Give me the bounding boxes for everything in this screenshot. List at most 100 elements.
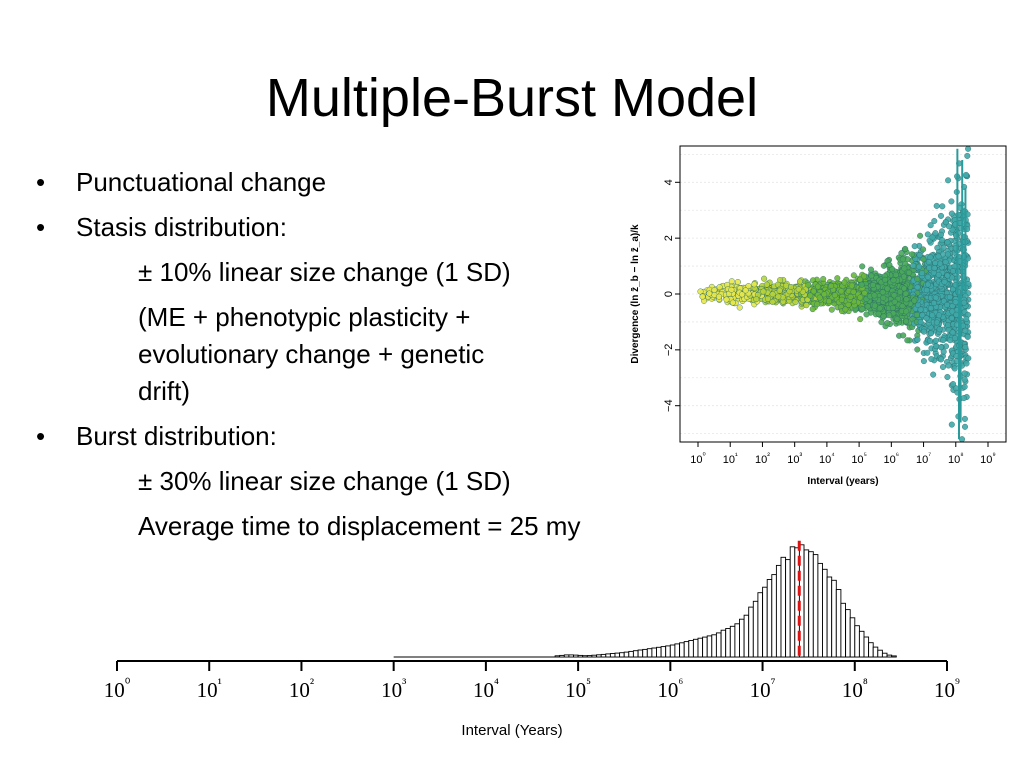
scatter-point (902, 245, 909, 252)
histogram-bar (665, 645, 671, 658)
scatter-point (948, 421, 955, 428)
scatter-point (871, 302, 878, 309)
scatter-point (859, 263, 866, 270)
sub-bullet-text: ± 30% linear size change (1 SD) (138, 466, 511, 496)
histogram-bar (702, 636, 708, 658)
scatter-point (884, 285, 891, 292)
scatter-point (879, 289, 886, 296)
scatter-point (831, 292, 838, 299)
histogram-bar (822, 568, 828, 658)
histogram-bar (697, 637, 704, 658)
scatter-point (814, 283, 821, 290)
scatter-point (864, 303, 871, 310)
scatter-point (901, 265, 908, 272)
scatter-point (869, 281, 876, 288)
scatter-point (871, 292, 878, 299)
histogram-bar (586, 655, 593, 658)
scatter-point (951, 365, 958, 372)
scatter-point (810, 288, 817, 295)
histogram-bar (858, 630, 865, 658)
bullet-text: Burst distribution: (76, 421, 277, 451)
scatter-point (711, 286, 718, 293)
scatter-point (964, 152, 971, 159)
scatter-point (925, 258, 932, 265)
scatter-point (838, 288, 845, 295)
x-tick-label: 10⁰ (690, 451, 705, 466)
histogram-bar (868, 642, 874, 658)
scatter-point (959, 436, 966, 443)
scatter-point (734, 278, 741, 285)
histogram-bar (789, 546, 796, 658)
scatter-point (901, 273, 908, 280)
scatter-point (764, 295, 771, 302)
histogram-bar (808, 551, 814, 658)
scatter-point (858, 281, 865, 288)
scatter-point (742, 287, 749, 294)
histogram-bar (614, 652, 621, 658)
scatter-point (924, 349, 931, 356)
scatter-point (952, 299, 959, 306)
scatter-point (944, 272, 951, 279)
histogram-bar (619, 652, 625, 658)
scatter-point (807, 292, 814, 299)
scatter-point (906, 269, 913, 276)
y-tick-label: −2 (663, 344, 675, 357)
scatter-point (945, 322, 952, 329)
scatter-point (965, 145, 972, 152)
scatter-point (946, 294, 953, 301)
histogram-bar (863, 636, 870, 658)
histogram-bar (780, 556, 787, 658)
scatter-point (892, 271, 899, 278)
scatter-point (736, 304, 743, 311)
scatter-point (739, 291, 746, 298)
x-tick-label: 10¹ (197, 677, 222, 702)
histogram-bar (692, 638, 699, 658)
scatter-point (859, 306, 866, 313)
scatter-point (884, 320, 891, 327)
scatter-point (876, 305, 883, 312)
scatter-point (880, 294, 887, 301)
scatter-point (751, 281, 758, 288)
histogram-bar (711, 634, 717, 658)
scatter-point (848, 282, 855, 289)
scatter-point (925, 281, 932, 288)
scatter-point (933, 319, 940, 326)
x-tick-label: 10⁹ (934, 677, 960, 702)
scatter-point (899, 302, 906, 309)
histogram-bar (628, 650, 634, 658)
histogram-x-axis-label: Interval (Years) (461, 722, 563, 739)
scatter-point (828, 282, 835, 289)
scatter-point (917, 232, 924, 239)
bullet-text: Stasis distribution: (76, 212, 287, 242)
histogram-bar (559, 654, 565, 658)
histogram-bar (766, 579, 773, 658)
scatter-point (940, 363, 947, 370)
histogram-bar (835, 589, 842, 658)
scatter-point (916, 252, 923, 259)
scatter-point (875, 310, 882, 317)
scatter-point (761, 275, 768, 282)
scatter-point (850, 288, 857, 295)
histogram-bars-group (554, 544, 897, 658)
scatter-point (699, 293, 706, 300)
scatter-point (919, 270, 926, 277)
scatter-point (927, 222, 934, 229)
scatter-point (923, 315, 930, 322)
scatter-point (961, 415, 968, 422)
histogram-bar (849, 617, 856, 658)
scatter-point (880, 262, 887, 269)
scatter-point (863, 311, 870, 318)
scatter-point (867, 266, 874, 273)
scatter-point (920, 246, 927, 253)
histogram-bar (743, 614, 750, 658)
bullet-list: • Punctuational change • Stasis distribu… (36, 164, 696, 553)
scatter-point (948, 210, 955, 217)
histogram-bar (785, 559, 791, 658)
histogram-bar (748, 606, 754, 658)
x-tick-label: 10⁷ (916, 451, 931, 466)
histogram-bar (891, 655, 897, 658)
scatter-point (961, 299, 968, 306)
scatter-point (842, 306, 849, 313)
histogram-bar (831, 579, 837, 658)
scatter-point (913, 311, 920, 318)
